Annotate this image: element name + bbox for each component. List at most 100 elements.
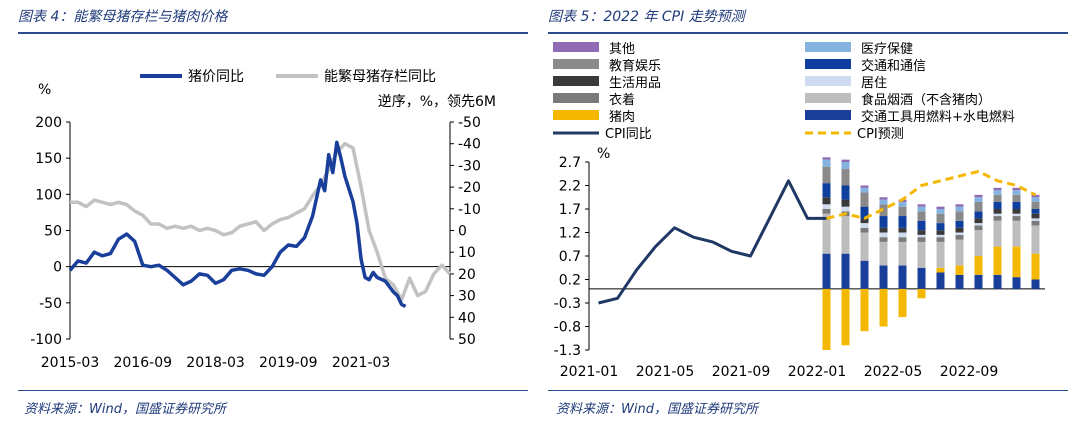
left-y-tick-label: -100 [30, 332, 62, 348]
bar-segment-transport [955, 220, 964, 228]
bar-segment-housing [955, 232, 964, 235]
bar-segment-transport [860, 206, 869, 219]
legend-label-cpi-forecast: CPI预测 [857, 127, 904, 142]
bar-segment-education [917, 211, 926, 221]
left-chart: 200150100500-50-100-50-40-30-20-10010203… [30, 69, 496, 371]
x-tick-label: 2016-09 [114, 355, 173, 371]
bar-segment-fuel [879, 265, 888, 289]
legend-label: 教育娱乐 [609, 58, 661, 74]
left-y-tick-label: 0 [53, 260, 62, 276]
bar-segment-medical [917, 206, 926, 212]
bar-segment-medical [879, 199, 888, 205]
x-tick-label: 2022-09 [940, 364, 999, 380]
left-y-tick-label: 100 [35, 187, 62, 203]
bar-segment-housing [898, 232, 907, 238]
bar-segment-pork [993, 246, 1002, 275]
left-chart-title: 图表 4：能繁母猪存栏与猪肉价格 [18, 9, 228, 25]
left-y-tick-label: 200 [35, 115, 62, 131]
right-y-tick-label: 50 [458, 332, 476, 348]
legend-swatch [805, 93, 851, 103]
bar-segment-housing [879, 232, 888, 238]
bar-segment-clothing [1031, 220, 1040, 226]
bar-segment-education [841, 169, 850, 186]
right-y-tick-label: -30 [458, 158, 481, 174]
bar-segment-food [879, 241, 888, 266]
bar-segment-goods [898, 227, 907, 233]
bar-segment-goods [936, 230, 945, 235]
legend-label: 居住 [861, 76, 887, 91]
bar-segment-transport [841, 185, 850, 200]
bar-segment-clothing [974, 225, 983, 231]
bar-segment-medical [936, 209, 945, 214]
bar-segment-other [841, 159, 850, 162]
bar-segment-transport [898, 216, 907, 228]
bar-segment-goods [993, 209, 1002, 214]
left-source: 资料来源：Wind，国盛证券研究所 [24, 402, 226, 417]
legend-swatch [805, 76, 851, 86]
bar-segment-goods [1012, 209, 1021, 214]
bar-segment-other [860, 185, 869, 188]
bar-segment-pork [1031, 253, 1040, 280]
bar-segment-food [898, 241, 907, 266]
bar-segment-pork [879, 288, 888, 327]
bar-segment-housing [860, 223, 869, 228]
right-title-rule [548, 32, 1068, 34]
bar-segment-food [860, 232, 869, 261]
y-tick-label: 1.2 [559, 226, 581, 242]
x-tick-label: 2021-01 [560, 364, 619, 380]
bar-segment-pork [841, 288, 850, 346]
legend-label: 衣着 [609, 92, 635, 108]
bar-segment-transport [936, 223, 945, 231]
legend-swatch [553, 76, 599, 86]
bar-segment-education [1031, 201, 1040, 209]
legend-label: 交通和通信 [861, 58, 926, 74]
right-axis-annotation: 逆序，%，领先6M [378, 94, 496, 110]
bar-segment-housing [1031, 218, 1040, 221]
bar-segment-medical [1031, 197, 1040, 202]
bar-segment-transport [974, 211, 983, 219]
bar-segment-education [993, 194, 1002, 202]
right-y-tick-label: -10 [458, 202, 481, 218]
bar-segment-medical [898, 201, 907, 207]
x-tick-label: 2021-09 [712, 364, 771, 380]
y-label: % [597, 146, 610, 162]
right-source-rule [548, 390, 1068, 391]
y-tick-label: 2.7 [559, 155, 581, 171]
bar-segment-housing [993, 213, 1002, 217]
sow-inventory-line [70, 141, 452, 302]
y-tick-label: -0.8 [554, 320, 581, 336]
right-y-tick-label: 0 [458, 224, 467, 240]
bar-segment-transport [822, 183, 831, 198]
bar-segment-food [955, 239, 964, 266]
bar-segment-transport [917, 220, 926, 231]
bar-segment-clothing [993, 216, 1002, 221]
x-tick-label: 2022-01 [788, 364, 847, 380]
bar-segment-fuel [936, 272, 945, 289]
legend-swatch [553, 110, 599, 120]
bar-segment-housing [917, 234, 926, 238]
bar-segment-other [936, 206, 945, 209]
y-tick-label: -1.3 [554, 343, 581, 359]
bar-segment-housing [936, 234, 945, 238]
bar-segment-pork [822, 288, 831, 350]
bar-segment-other [1031, 194, 1040, 198]
legend-label-pork-price: 猪价同比 [188, 69, 244, 85]
bar-segment-fuel [1031, 279, 1040, 289]
y-tick-label: 1.7 [559, 202, 581, 218]
legend-label: 猪肉 [609, 110, 635, 125]
bar-segment-pork [955, 265, 964, 275]
bar-segment-food [822, 213, 831, 254]
bar-segment-other [993, 187, 1002, 191]
right-y-tick-label: 10 [458, 245, 476, 261]
bar-segment-education [1012, 194, 1021, 202]
bar-segment-other [955, 204, 964, 207]
bar-segment-transport [993, 201, 1002, 209]
bar-segment-goods [1031, 213, 1040, 219]
x-tick-label: 2022-05 [864, 364, 923, 380]
bar-segment-education [898, 206, 907, 217]
legend-label: 生活用品 [609, 76, 661, 91]
bar-segment-food [917, 241, 926, 268]
x-tick-label: 2018-03 [186, 355, 245, 371]
cpi-actual-line [598, 179, 827, 305]
